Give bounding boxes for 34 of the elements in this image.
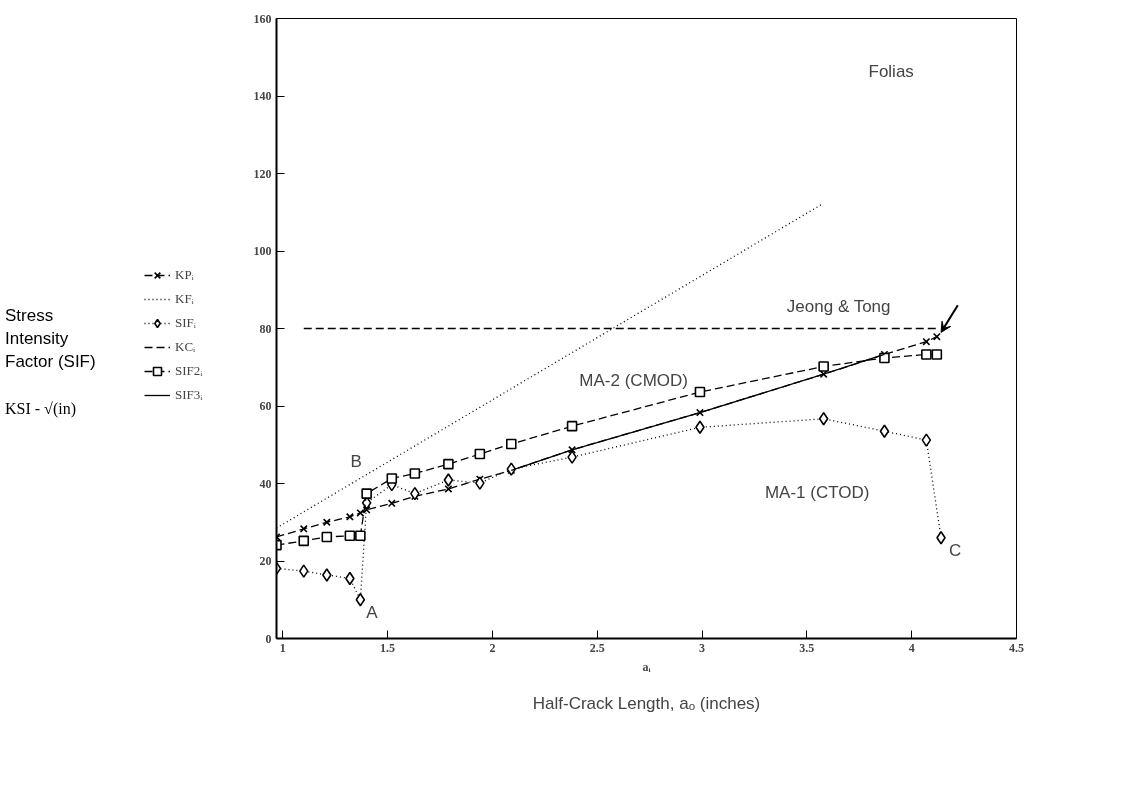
legend-label: KCᵢ bbox=[175, 338, 196, 355]
y-tick-label: 40 bbox=[259, 476, 272, 491]
legend-label: KPᵢ bbox=[175, 266, 195, 283]
x-tick-label: 4.5 bbox=[1009, 640, 1024, 655]
text: Half-Crack Length, aₒ (inches) bbox=[532, 693, 761, 713]
text: KSI - √(in) bbox=[5, 398, 77, 420]
x-tick-label: 4 bbox=[908, 640, 915, 655]
y-tick-label: 160 bbox=[253, 11, 272, 26]
annotation: B bbox=[350, 452, 362, 472]
annotation: Folias bbox=[868, 61, 914, 81]
y-tick-label: 60 bbox=[259, 399, 272, 413]
y-tick-label: 140 bbox=[253, 89, 272, 103]
x-tick-label: 2.5 bbox=[589, 640, 605, 655]
y-tick-label: 0 bbox=[265, 631, 272, 646]
y-tick-label: 100 bbox=[253, 244, 272, 258]
x-tick-label: 1.5 bbox=[380, 640, 396, 655]
x-tick-label: 1 bbox=[279, 640, 286, 655]
annotation: A bbox=[366, 602, 379, 622]
annotation: MA-2 (CMOD) bbox=[579, 371, 688, 391]
legend-label: SIFᵢ bbox=[175, 314, 196, 331]
x-axis-title: aᵢ bbox=[642, 659, 651, 674]
legend-label: KFᵢ bbox=[175, 290, 195, 307]
annotation: C bbox=[949, 540, 962, 560]
x-tick-label: 2 bbox=[489, 640, 496, 655]
legend-label: SIF3ᵢ bbox=[175, 386, 203, 403]
text: Stress Intensity Factor (SIF) bbox=[5, 306, 96, 371]
x-tick-label: 3.5 bbox=[799, 640, 815, 655]
legend-label: SIF2ᵢ bbox=[175, 362, 203, 379]
y-tick-label: 120 bbox=[253, 166, 272, 181]
annotation: MA-1 (CTOD) bbox=[764, 483, 870, 503]
y-tick-label: 80 bbox=[259, 321, 272, 336]
y-tick-label: 20 bbox=[259, 554, 272, 568]
x-tick-label: 3 bbox=[699, 640, 706, 655]
annotation: Jeong & Tong bbox=[786, 297, 891, 317]
